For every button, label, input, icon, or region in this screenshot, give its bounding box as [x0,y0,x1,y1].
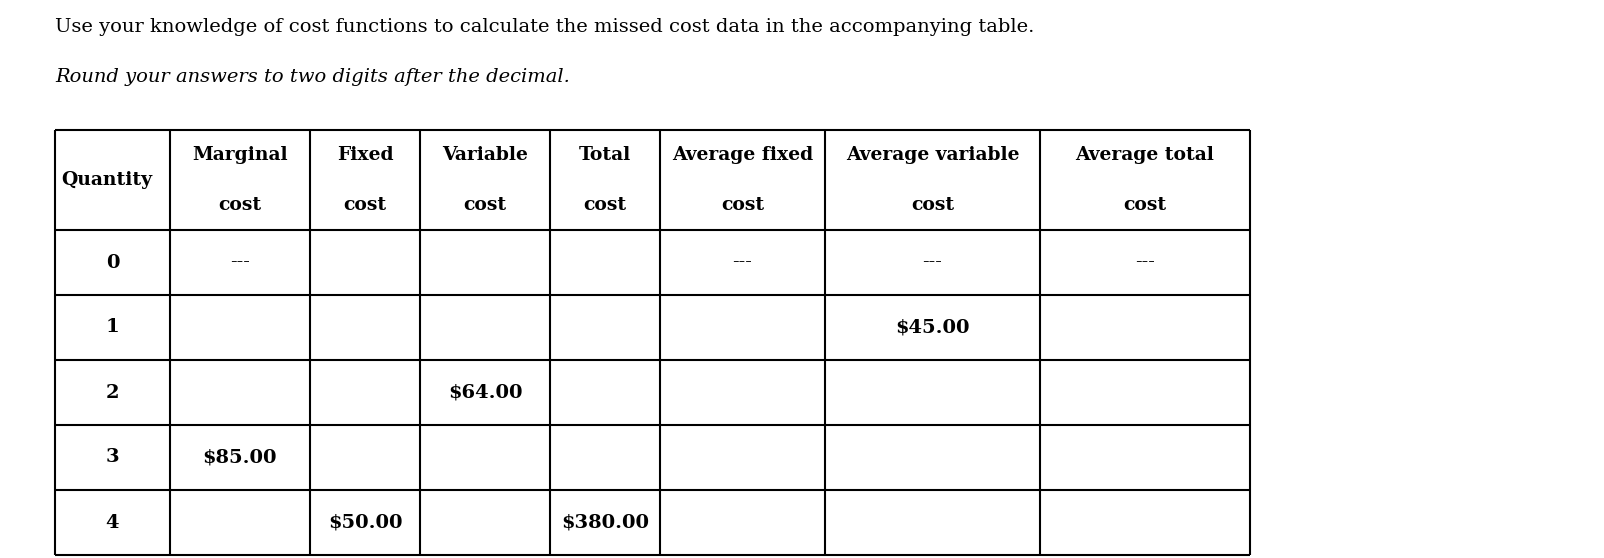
Text: 2: 2 [106,383,119,402]
Text: 3: 3 [106,449,119,466]
Text: cost: cost [911,196,954,214]
Text: 1: 1 [106,319,119,336]
Text: cost: cost [720,196,764,214]
Text: cost: cost [343,196,387,214]
Text: cost: cost [1123,196,1166,214]
Text: Variable: Variable [443,146,528,164]
Text: $64.00: $64.00 [448,383,523,402]
Text: cost: cost [464,196,507,214]
Text: $85.00: $85.00 [202,449,277,466]
Text: $380.00: $380.00 [561,513,650,532]
Text: Fixed: Fixed [337,146,393,164]
Text: ---: --- [922,253,943,272]
Text: Round your answers to two digits after the decimal.: Round your answers to two digits after t… [55,68,569,86]
Text: 4: 4 [106,513,119,532]
Text: Average fixed: Average fixed [672,146,813,164]
Text: Marginal: Marginal [192,146,287,164]
Text: 0: 0 [106,253,119,272]
Text: Quantity: Quantity [61,171,152,189]
Text: ---: --- [733,253,752,272]
Text: Use your knowledge of cost functions to calculate the missed cost data in the ac: Use your knowledge of cost functions to … [55,18,1035,36]
Text: ---: --- [229,253,250,272]
Text: cost: cost [218,196,261,214]
Text: Average variable: Average variable [845,146,1019,164]
Text: Average total: Average total [1076,146,1214,164]
Text: cost: cost [584,196,627,214]
Text: Total: Total [579,146,630,164]
Text: $50.00: $50.00 [327,513,403,532]
Text: ---: --- [1136,253,1155,272]
Text: $45.00: $45.00 [895,319,970,336]
